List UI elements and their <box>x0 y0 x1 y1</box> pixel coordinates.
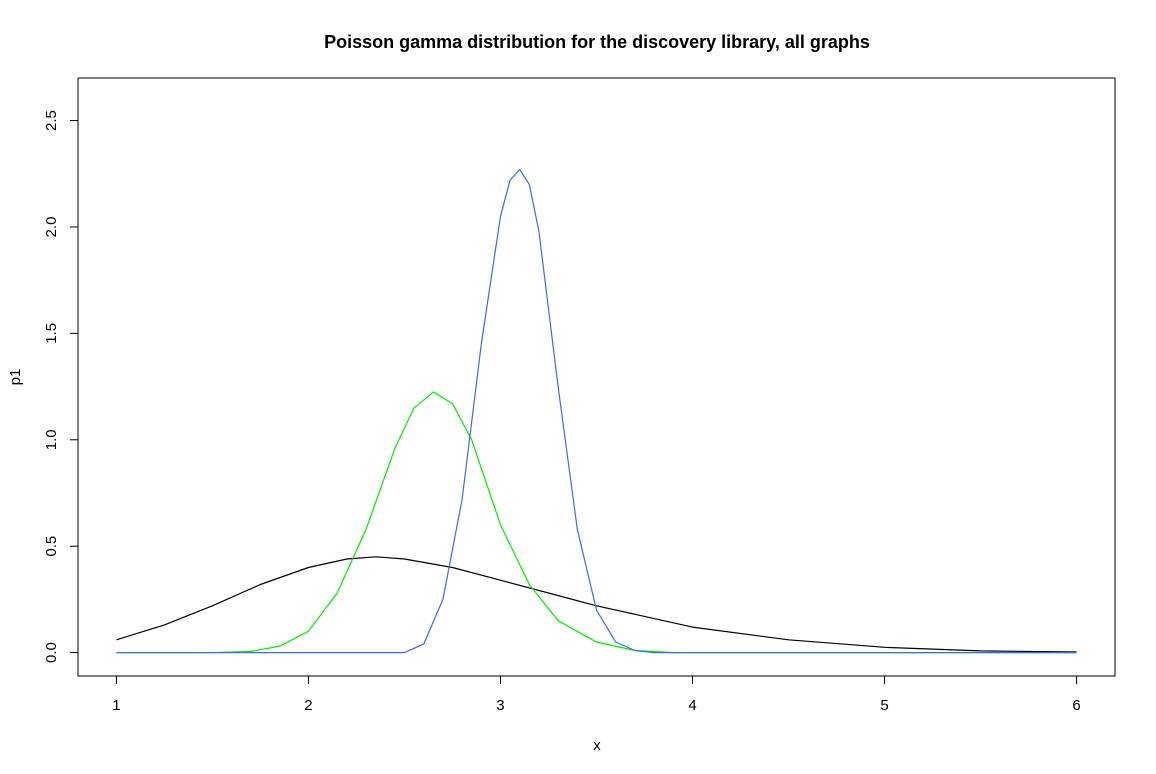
x-axis: 1 2 3 4 5 6 <box>112 675 1081 714</box>
y-tick-label: 1.5 <box>43 323 60 344</box>
series-line-2 <box>116 391 1077 654</box>
y-axis-label: p1 <box>7 369 24 386</box>
series-layer <box>116 168 1077 654</box>
y-tick-label: 2.5 <box>43 110 60 131</box>
x-axis-label: x <box>593 737 601 754</box>
x-tick-label: 5 <box>880 697 888 714</box>
series-line-1 <box>116 556 1077 653</box>
x-tick-label: 4 <box>688 697 696 714</box>
chart-title: Poisson gamma distribution for the disco… <box>324 32 870 52</box>
x-tick-label: 3 <box>496 697 504 714</box>
x-tick-label: 1 <box>112 697 120 714</box>
x-tick-label: 2 <box>304 697 312 714</box>
y-tick-label: 0.5 <box>43 536 60 557</box>
y-tick-label: 1.0 <box>43 429 60 450</box>
plot-frame <box>77 77 1116 677</box>
y-tick-label: 2.0 <box>43 217 60 238</box>
x-tick-label: 6 <box>1072 697 1080 714</box>
series-line-3 <box>116 168 1077 654</box>
y-tick-label: 0.0 <box>43 642 60 663</box>
y-axis: 0.0 0.5 1.0 1.5 2.0 2.5 <box>43 110 79 663</box>
